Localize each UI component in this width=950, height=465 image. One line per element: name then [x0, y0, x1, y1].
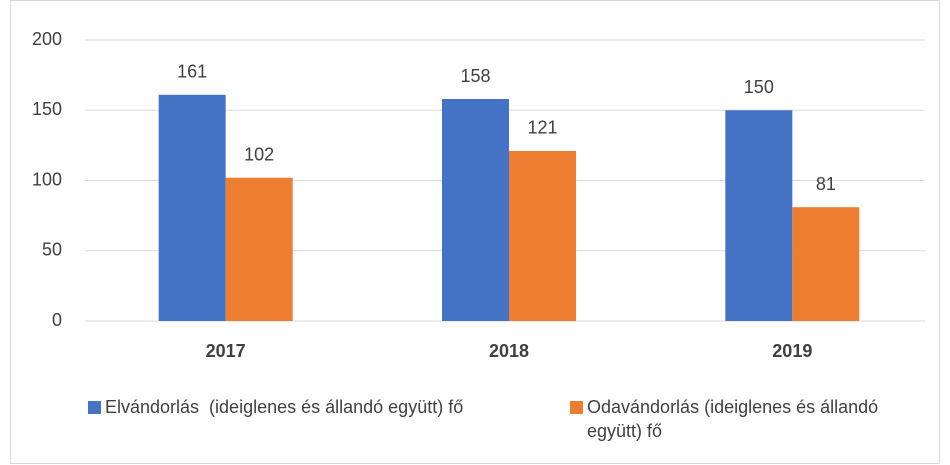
bar: [792, 207, 860, 321]
legend-label: Elvándorlás (ideiglenes és állandó együt…: [105, 397, 464, 417]
bar: [442, 99, 509, 321]
data-label: 150: [744, 77, 774, 97]
y-tick-label: 100: [32, 169, 62, 189]
bar: [158, 94, 226, 321]
chart-border: [10, 0, 940, 464]
y-tick-label: 0: [52, 310, 62, 330]
y-tick-label: 50: [42, 240, 62, 260]
bar: [225, 177, 293, 321]
bar: [725, 110, 793, 321]
legend-swatch: [88, 401, 101, 414]
x-tick-label: 2019: [772, 341, 812, 361]
x-tick-label: 2017: [206, 341, 246, 361]
data-label: 102: [244, 144, 274, 164]
y-tick-label: 150: [32, 99, 62, 119]
bar: [509, 150, 576, 321]
x-tick-label: 2018: [489, 341, 529, 361]
data-label: 158: [460, 66, 490, 86]
legend-label: Odavándorlás (ideiglenes és állandó együ…: [587, 397, 884, 441]
y-tick-label: 200: [32, 29, 62, 49]
data-label: 81: [816, 174, 836, 194]
data-label: 161: [177, 62, 207, 82]
legend-swatch: [570, 401, 583, 414]
data-label: 121: [527, 118, 557, 138]
